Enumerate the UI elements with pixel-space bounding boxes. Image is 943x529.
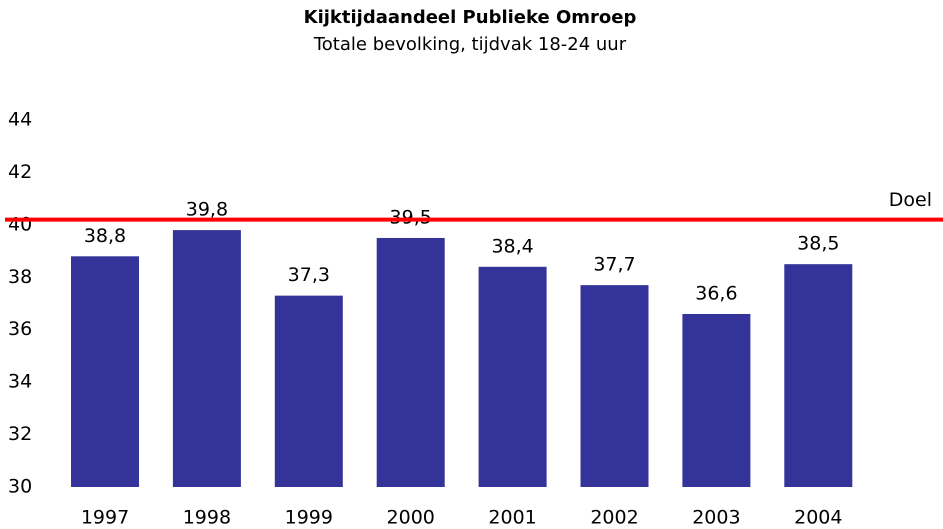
y-tick-label: 36	[8, 318, 32, 340]
value-label: 37,3	[288, 264, 330, 286]
y-tick-label: 40	[8, 213, 32, 235]
y-tick-label: 32	[8, 423, 32, 445]
x-tick-label: 1998	[183, 507, 231, 529]
x-tick-label: 2002	[590, 507, 638, 529]
bar	[682, 313, 751, 487]
y-tick-label: 44	[8, 109, 32, 131]
value-label: 36,6	[695, 282, 737, 304]
y-tick-label: 34	[8, 371, 32, 393]
target-label: Doel	[889, 189, 932, 211]
bar	[580, 285, 649, 487]
y-tick-label: 42	[8, 161, 32, 183]
value-label: 38,5	[797, 233, 839, 255]
value-label: 38,4	[491, 235, 533, 257]
bar	[71, 256, 139, 487]
value-label: 38,8	[84, 225, 126, 247]
value-label: 39,8	[186, 199, 228, 221]
x-tick-label: 2000	[387, 507, 435, 529]
y-tick-label: 38	[8, 266, 32, 288]
x-tick-label: 1997	[81, 507, 129, 529]
y-tick-label: 30	[8, 476, 32, 498]
x-tick-label: 2003	[692, 507, 740, 529]
bar	[376, 237, 445, 487]
chart-subtitle: Totale bevolking, tijdvak 18-24 uur	[313, 34, 627, 55]
value-label: 37,7	[593, 254, 635, 276]
bar	[478, 266, 547, 487]
x-tick-label: 2004	[794, 507, 842, 529]
bar	[172, 230, 241, 487]
bar	[274, 295, 343, 487]
chart-title: Kijktijdaandeel Publieke Omroep	[304, 7, 637, 28]
bar	[784, 264, 853, 487]
x-tick-label: 1999	[285, 507, 333, 529]
x-tick-label: 2001	[488, 507, 536, 529]
value-label: 39,5	[390, 206, 432, 228]
